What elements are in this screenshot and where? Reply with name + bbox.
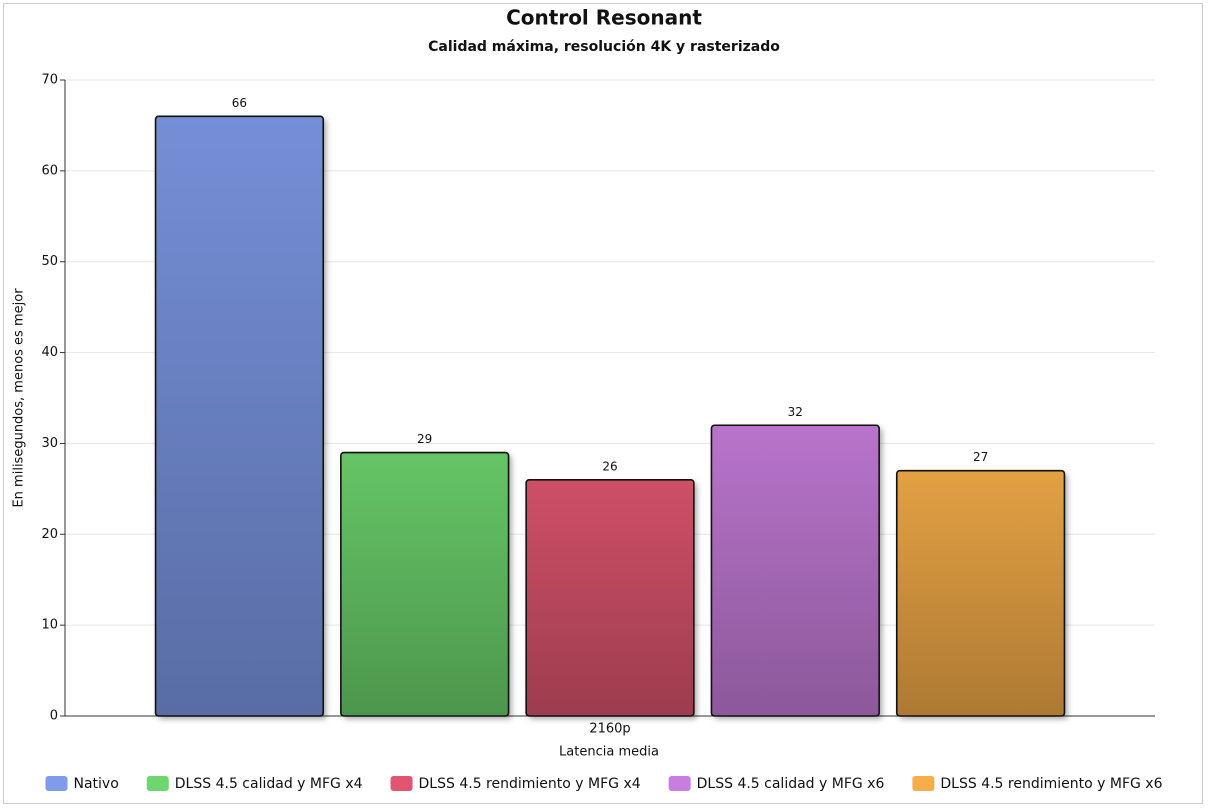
value-label: 66 [232,96,247,110]
legend-swatch [390,776,413,791]
legend-label: DLSS 4.5 calidad y MFG x4 [175,776,363,792]
bar-shading [525,478,695,717]
chart-subtitle: Calidad máxima, resolución 4K y rasteriz… [428,39,780,55]
y-tick-label: 60 [41,163,58,178]
y-tick-label: 70 [41,73,58,88]
legend-label: Nativo [74,776,119,792]
chart-title: Control Resonant [506,6,702,30]
y-tick-label: 10 [41,618,58,633]
legend-label: DLSS 4.5 rendimiento y MFG x6 [940,776,1162,792]
legend-swatch [146,776,169,791]
bar-shading [895,469,1066,717]
value-label: 29 [417,432,432,446]
y-axis-label: En milisegundos, menos es mejor [12,288,27,508]
value-label: 27 [973,450,988,464]
y-tick-label: 20 [41,527,58,542]
value-label: 32 [788,405,803,419]
y-tick-label: 0 [50,709,58,724]
legend-swatch [912,776,935,791]
legend-label: DLSS 4.5 rendimiento y MFG x4 [419,776,641,792]
bar-shading [340,451,510,717]
x-tick-label: 2160p [589,722,630,737]
value-label: 26 [602,459,617,473]
bar-shading [710,424,880,717]
legend-label: DLSS 4.5 calidad y MFG x6 [697,776,885,792]
y-tick-label: 40 [41,345,58,360]
frame [3,3,1203,804]
x-axis-label: Latencia media [559,745,659,760]
legend-swatch [668,776,691,791]
bar-shading [154,115,325,717]
legend-swatch [45,776,68,791]
y-tick-label: 30 [41,436,58,451]
y-tick-label: 50 [41,254,58,269]
